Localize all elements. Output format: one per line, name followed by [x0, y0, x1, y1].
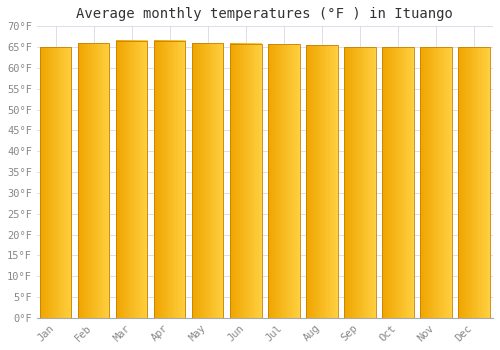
Bar [192, 43, 224, 318]
Bar [344, 47, 376, 318]
Bar [78, 43, 110, 318]
Title: Average monthly temperatures (°F ) in Ituango: Average monthly temperatures (°F ) in It… [76, 7, 454, 21]
Bar [116, 41, 148, 318]
Bar [306, 45, 338, 318]
Bar [268, 44, 300, 318]
Bar [40, 47, 72, 318]
Bar [154, 41, 186, 318]
Bar [382, 47, 414, 318]
Bar [230, 44, 262, 318]
Bar [458, 47, 490, 318]
Bar [420, 47, 452, 318]
